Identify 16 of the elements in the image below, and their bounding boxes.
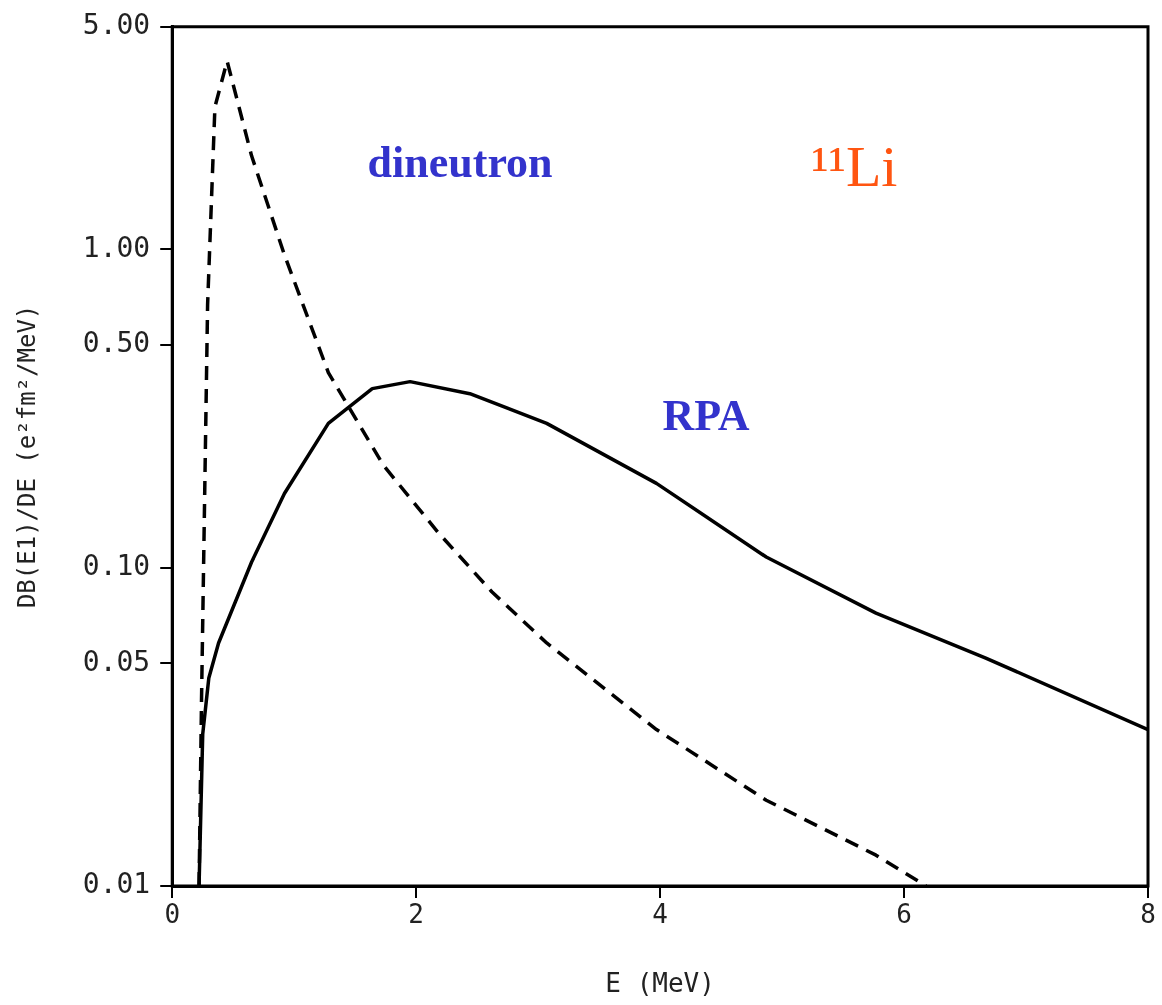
- y-tick-label: 0.50: [82, 326, 151, 360]
- y-tick-label: 0.01: [82, 867, 151, 901]
- text: dineutron: [367, 138, 553, 188]
- x-tick-label: 0: [164, 899, 181, 930]
- y-tick-label: 1.00: [82, 230, 151, 264]
- y-tick-label: 5.00: [82, 8, 151, 42]
- x-tick-label: 4: [652, 899, 668, 930]
- x-axis-title: E (MeV): [605, 968, 715, 999]
- x-tick-label: 6: [896, 899, 912, 930]
- y-tick-label: 0.10: [82, 548, 151, 582]
- y-tick-label: 0.05: [82, 644, 151, 678]
- x-tick-label: 8: [1140, 899, 1156, 930]
- x-tick-label: 2: [408, 899, 424, 930]
- series-label: RPA: [662, 390, 750, 440]
- y-axis-title: DB(E1)/DE (e²fm²/MeV): [12, 304, 41, 609]
- annotation: ¹¹Li: [811, 133, 898, 199]
